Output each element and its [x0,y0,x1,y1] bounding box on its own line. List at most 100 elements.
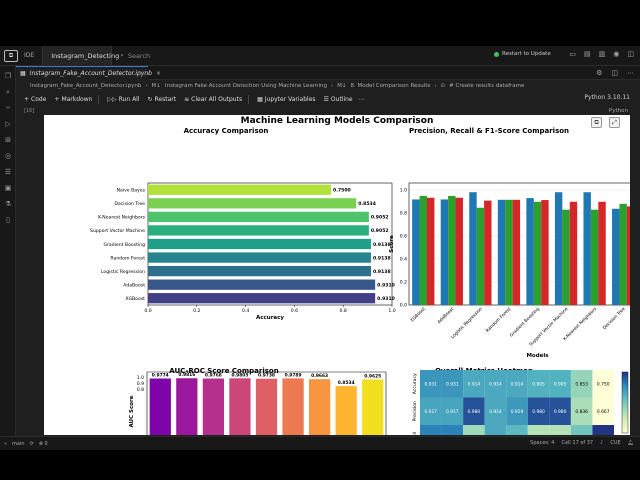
chevron-right-icon: › [330,82,334,89]
sidebar-icon[interactable]: ▥ [598,50,606,58]
cell-position-label[interactable]: Cell 17 of 37 [561,440,594,446]
breadcrumb-file[interactable]: Instagram_Fake_Account_Detector.ipynb [30,82,142,89]
chart2-bar [497,199,506,305]
add-markdown-button[interactable]: + Markdown [54,96,92,103]
chart1-xlabel: Accuracy [256,315,284,321]
chart2-tick-label: 0.6 [400,234,407,240]
activity-bar: ❐ ⌕ ⑂ ▷ ⊞ ◎ ☰ ▣ ⚗ ▯ [0,66,16,442]
chart3-value-label: 0.9816 [178,372,195,378]
chart1-bar [148,265,371,277]
ide-label: IDE [24,52,35,59]
chart4-cell [484,397,507,425]
chart3-bar [308,379,331,435]
monitor-icon[interactable]: ▣ [4,184,12,192]
encoding-label[interactable]: CUE [610,440,621,446]
chart2-bar [541,200,549,305]
copy-icon[interactable]: ⧉ [591,117,602,128]
chart4-cell [441,397,464,425]
chart3-bar [362,379,384,435]
chart4-cell-label: 0.750 [597,381,610,387]
chart4-cell [549,370,571,398]
chart3-value-label: 0.9625 [364,373,381,379]
chart4-cell [549,397,571,425]
source-control-icon[interactable]: ⑂ [5,104,11,112]
clear-outputs-button[interactable]: ≡ Clear All Outputs [184,96,242,103]
outline-button[interactable]: ☰ Outline [324,96,353,103]
indentation-label[interactable]: Spaces: 4 [530,440,555,446]
run-all-button[interactable]: ▷▷ Run All [107,96,139,103]
chart4-cell [592,370,614,398]
cell-language[interactable]: Python [608,108,628,114]
more-icon[interactable]: ⋯ [627,69,634,77]
chart4-cell [420,397,442,425]
extensions-icon[interactable]: ⊞ [5,136,11,144]
chart4-cell-label: 0.917 [424,409,437,415]
expand-icon[interactable]: ⤢ [609,117,620,128]
notifications-icon[interactable]: 🔔︎ [627,440,634,446]
chart3-value-label: 0.9789 [285,372,302,378]
database-icon[interactable]: ☰ [4,168,12,176]
chart2-bar [612,208,620,305]
chart3-bar [229,378,251,435]
chart4-cell [527,425,550,435]
breadcrumb-section[interactable]: 8. Model Comparison Results [350,82,431,89]
outline-label: Outline [330,95,353,103]
search-activity-icon[interactable]: ⌕ [6,88,10,96]
chart4-cell-label: 0.980 [532,409,545,415]
branch-label[interactable]: main [12,440,25,447]
explorer-icon[interactable]: ❐ [4,72,12,80]
breadcrumb: Instagram_Fake_Account_Detector.ipynb › … [16,80,640,91]
error-icon[interactable]: ⊗ 0 [38,440,48,447]
chart1-value-label: 0.9052 [371,228,389,234]
markdown-icon: M↓ [151,82,161,89]
chart1-bar [148,211,369,223]
chart1-value-label: 0.9052 [371,215,389,221]
panel-icon[interactable]: ▤ [584,50,591,58]
chart2-ylabel: Score [389,235,395,253]
test-icon[interactable]: ⚗ [4,200,12,208]
chart2-bar [554,192,563,305]
chart1-value-label: 0.9138 [373,255,391,261]
update-dot-icon [494,51,499,57]
title-bar: ⧉ IDE Instagram_Detecting ⌕ Search Resta… [0,46,640,66]
restart-kernel-button[interactable]: ↻ Restart [148,96,177,103]
close-icon[interactable]: × [155,70,161,77]
sync-icon[interactable]: ⟳ [29,440,34,447]
layout-icon[interactable]: ▭ [569,50,577,58]
jupyter-variables-label: Jupyter Variables [264,95,316,103]
more-icon: ⋯ [358,95,365,103]
jupyter-variables-button[interactable]: ▦ Jupyter Variables [257,96,315,103]
notebook-icon: ▦ [20,70,26,77]
tab-notebook[interactable]: ▦ Instagram_Fake_Account_Detector.ipynb … [16,66,161,80]
add-code-button[interactable]: + Code [24,96,46,103]
bell-icon[interactable]: ♪ [600,440,604,446]
kernel-picker[interactable]: Python 3.10.11 [584,94,630,101]
search-box[interactable]: ⌕ Search [120,51,150,60]
breadcrumb-heading[interactable]: Instagram Fake Account Detection Using M… [164,82,327,89]
chart4-cell [484,425,507,435]
chart1-category-label: XGBoost [125,296,145,302]
chart2-bar [469,192,477,305]
run-debug-icon[interactable]: ▷ [5,120,11,128]
chart2-tick-label: 0.2 [400,280,407,286]
account-icon[interactable]: ◉ [613,50,620,58]
settings-icon[interactable]: ⚙ [596,69,603,77]
chart4-cell-label: 0.929 [511,409,524,415]
chart4-cell-label: 0.905 [532,381,545,387]
eye-icon[interactable]: ◎ [4,152,12,160]
breadcrumb-cell[interactable]: # Create results dataframe [449,82,525,89]
restart-to-update-button[interactable]: Restart to Update [494,51,551,57]
chevron-right-icon: › [434,82,437,89]
chart4-cell [527,397,550,425]
docs-icon[interactable]: ▯ [6,216,10,224]
project-switcher[interactable]: Instagram_Detecting [42,46,119,66]
search-icon: ⌕ [120,51,124,59]
split-editor-icon[interactable]: ◫ [611,69,618,77]
branch-icon: ⑂ [4,440,8,447]
restart-label: Restart [154,95,177,103]
chart-figure: Machine Learning Models Comparison ⧉ ⤢ A… [44,115,630,435]
split-icon[interactable]: ◫ [627,50,634,58]
more-actions-button[interactable]: ⋯ [359,96,365,103]
chart4-cell [463,370,485,398]
chart2-category-label: Gradient Boosting [509,306,541,338]
